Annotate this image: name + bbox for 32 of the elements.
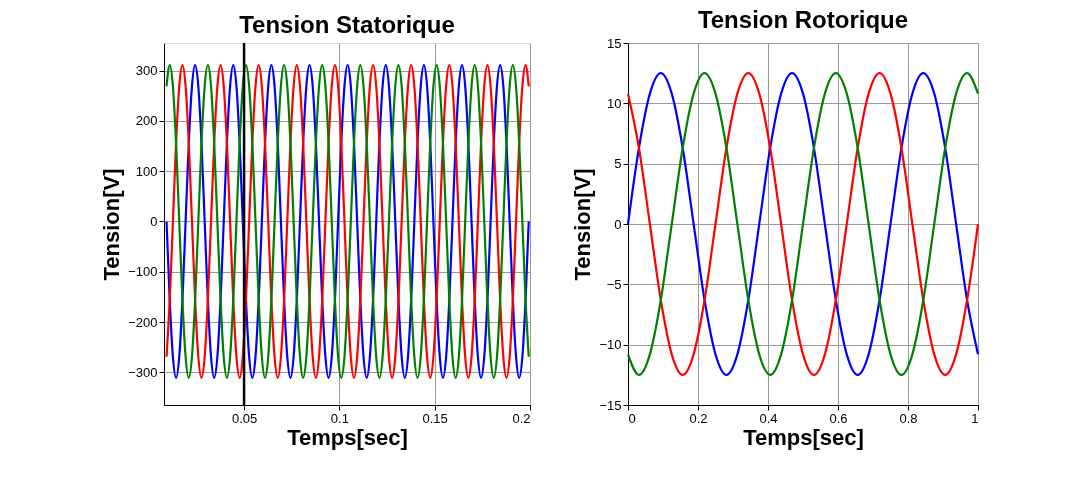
x-tick-label: 0.15 bbox=[422, 410, 448, 426]
x-axis-title: Temps[sec] bbox=[743, 424, 864, 450]
x-tick-label: 0.4 bbox=[759, 410, 778, 426]
y-tick-label: −200 bbox=[128, 314, 158, 330]
y-axis-title: Tension[V] bbox=[570, 168, 596, 281]
x-axis-title: Temps[sec] bbox=[287, 424, 408, 450]
x-tick-label: 0.05 bbox=[231, 410, 258, 426]
y-tick-label: −15 bbox=[599, 397, 622, 413]
y-tick-label: −10 bbox=[599, 337, 622, 353]
x-tick-label: 0.2 bbox=[689, 410, 708, 426]
line-series bbox=[165, 64, 530, 379]
chart-title: Tension Statorique bbox=[239, 10, 455, 38]
y-tick-label: 15 bbox=[607, 35, 622, 51]
y-tick-label: 0 bbox=[150, 213, 158, 229]
x-tick-label: 0.6 bbox=[829, 410, 848, 426]
y-tick-label: −300 bbox=[128, 364, 158, 380]
y-tick-label: 200 bbox=[135, 113, 158, 129]
x-tick-label: 0 bbox=[628, 410, 636, 426]
y-tick-label: −5 bbox=[606, 276, 622, 292]
y-tick-label: 100 bbox=[135, 163, 158, 179]
y-axis-title: Tension[V] bbox=[99, 168, 125, 281]
chart-title: Tension Rotorique bbox=[697, 6, 909, 33]
y-tick-label: −100 bbox=[128, 264, 158, 280]
y-tick-label: 0 bbox=[614, 216, 622, 232]
y-tick-label: 10 bbox=[607, 95, 622, 111]
x-tick-label: 0.2 bbox=[512, 410, 531, 426]
y-tick-label: 5 bbox=[614, 156, 622, 172]
y-tick-label: 300 bbox=[135, 63, 158, 79]
line-series bbox=[626, 72, 980, 376]
x-tick-label: 1 bbox=[971, 410, 979, 426]
x-tick-label: 0.8 bbox=[899, 410, 918, 426]
x-tick-label: 0.1 bbox=[330, 410, 349, 426]
